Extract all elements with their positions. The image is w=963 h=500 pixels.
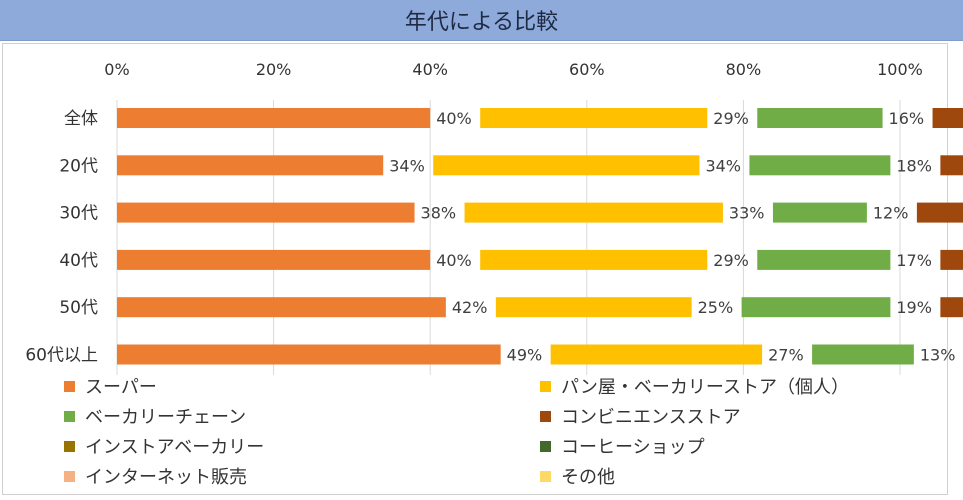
legend-label: コンビニエンスストア [561, 407, 741, 428]
data-label: 25% [698, 298, 734, 317]
data-label: 16% [889, 109, 925, 128]
bar-segment [757, 249, 891, 270]
category-label: 20代 [59, 156, 98, 176]
legend-label: その他 [561, 467, 615, 488]
chart-title: 年代による比較 [404, 10, 559, 35]
data-label: 27% [768, 346, 804, 365]
legend-item: ベーカリーチェーン [64, 404, 246, 428]
data-label: 40% [436, 109, 472, 128]
legend-swatch [540, 410, 551, 422]
data-label: 34% [705, 156, 741, 175]
legend-swatch [540, 440, 551, 452]
data-label: 18% [896, 156, 932, 175]
bar-segment [117, 249, 431, 270]
x-tick-label: 80% [726, 60, 762, 79]
category-label: 40代 [59, 251, 98, 271]
legend-swatch [64, 380, 75, 392]
legend-label: ベーカリーチェーン [85, 407, 247, 428]
category-label: 30代 [59, 204, 98, 224]
data-label: 29% [713, 251, 749, 270]
bar-segment [916, 202, 963, 223]
bar-segment [749, 155, 891, 176]
data-label: 49% [507, 346, 543, 365]
legend-item: その他 [540, 464, 615, 488]
bar-segment [741, 297, 891, 318]
bar-segment [117, 108, 431, 128]
category-label: 50代 [59, 298, 98, 318]
bar-segment [117, 155, 384, 176]
legend-item: パン屋・ベーカリーストア（個人） [540, 374, 849, 398]
bar-segment [772, 202, 867, 223]
bar-segment [117, 344, 501, 365]
data-label: 33% [729, 204, 765, 223]
data-label: 12% [873, 204, 909, 223]
legend-label: インストアベーカリー [85, 437, 265, 458]
x-tick-label: 40% [412, 60, 448, 79]
legend-item: スーパー [64, 374, 157, 398]
legend-item: インストアベーカリー [64, 434, 264, 458]
category-label: 60代以上 [25, 346, 98, 366]
data-label: 17% [896, 251, 932, 270]
bar-segment [812, 344, 914, 365]
bar-segment [757, 108, 883, 128]
bar-segment [480, 108, 708, 128]
legend-item: コンビニエンスストア [540, 404, 741, 428]
data-label: 42% [452, 298, 488, 317]
bar-segment [550, 344, 763, 365]
x-tick-label: 60% [569, 60, 605, 79]
bar-segment [932, 108, 963, 128]
chart-title-banner: 年代による比較 [0, 0, 963, 41]
data-label: 29% [713, 109, 749, 128]
x-tick-label: 100% [877, 60, 923, 79]
legend-label: コーヒーショップ [561, 437, 705, 458]
legend-swatch [64, 470, 75, 482]
category-label: 全体 [64, 109, 98, 129]
data-label: 38% [421, 204, 457, 223]
bar-segment [117, 202, 415, 223]
legend-swatch [64, 410, 75, 422]
bar-segment [464, 202, 723, 223]
bar-segment [480, 249, 708, 270]
legend-label: インターネット販売 [85, 467, 247, 488]
bar-segment [940, 249, 963, 270]
x-tick-label: 0% [104, 60, 129, 79]
legend-item: インターネット販売 [64, 464, 247, 488]
data-label: 34% [389, 156, 425, 175]
bar-segment [117, 297, 446, 318]
x-tick-label: 20% [256, 60, 292, 79]
bar-segment [940, 297, 963, 318]
legend-swatch [540, 470, 551, 482]
legend-label: パン屋・ベーカリーストア（個人） [561, 377, 849, 398]
legend-label: スーパー [85, 377, 157, 398]
legend-swatch [540, 380, 551, 392]
data-label: 19% [896, 298, 932, 317]
legend-item: コーヒーショップ [540, 434, 705, 458]
data-label: 40% [436, 251, 472, 270]
legend-swatch [64, 440, 75, 452]
data-label: 13% [920, 346, 956, 365]
bar-segment [495, 297, 692, 318]
bar-segment [940, 155, 963, 176]
bar-segment [433, 155, 700, 176]
